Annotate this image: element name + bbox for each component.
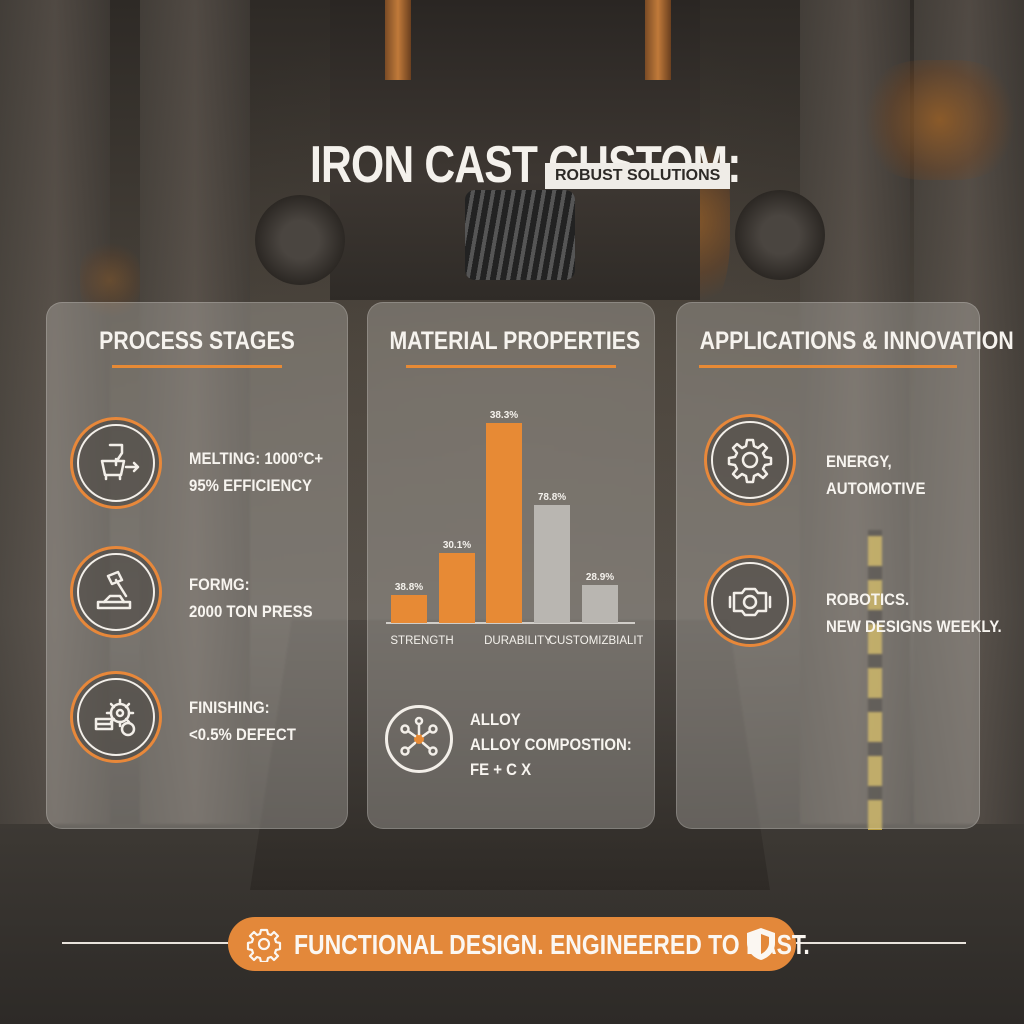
chart-category-label: STRENGTH: [390, 635, 453, 647]
alloy-line3: FE + C X: [470, 760, 532, 779]
application-energy-line1: ENERGY,: [826, 452, 892, 471]
shield-icon: [747, 928, 775, 960]
footer-divider-right: [796, 942, 966, 944]
stage-finishing-text: FINISHING: <0.5% DEFECT: [189, 694, 296, 748]
stage-finishing-line2: <0.5% DEFECT: [189, 725, 296, 744]
stage-forming-line2: 2000 TON PRESS: [189, 602, 313, 621]
engine-icon: [704, 555, 796, 647]
stage-melting-line1: MELTING: 1000°C+: [189, 449, 324, 468]
stage-finishing-line1: FINISHING:: [189, 698, 270, 717]
hammer-forge-icon: [70, 546, 162, 638]
page-subtitle: ROBUST SOLUTIONS: [545, 163, 731, 189]
chart-value-label: 38.3%: [490, 410, 518, 421]
chart-value-label: 28.9%: [586, 572, 614, 583]
alloy-line2: ALLOY COMPOSTION:: [470, 735, 632, 754]
chart-bar: [439, 553, 475, 623]
chart-bar: [534, 505, 570, 623]
grinder-gear-icon: [70, 671, 162, 763]
crucible-pour-icon: [70, 417, 162, 509]
gear-icon: [246, 928, 282, 962]
alloy-composition-text: ALLOY ALLOY COMPOSTION: FE + C X: [470, 707, 632, 782]
application-energy-line2: AUTOMOTIVE: [826, 479, 926, 498]
application-robotics-line1: ROBOTICS.: [826, 590, 910, 609]
title-underline: [406, 365, 616, 368]
chart-bar: [391, 595, 427, 623]
footer-banner: FUNCTIONAL DESIGN. ENGINEERED TO LAST.: [228, 917, 810, 971]
title-underline: [699, 365, 957, 368]
gear-icon: [704, 414, 796, 506]
chart-bar: [486, 423, 522, 623]
title-underline: [112, 365, 282, 368]
stage-melting-line2: 95% EFFICIENCY: [189, 476, 313, 495]
application-energy-text: ENERGY, AUTOMOTIVE: [826, 448, 925, 502]
footer-divider-left: [62, 942, 228, 944]
stage-forming-text: FORMG: 2000 TON PRESS: [189, 571, 313, 625]
chart-value-label: 30.1%: [443, 540, 471, 551]
material-properties-chart: 38.8% 30.1% 38.3% 78.8% 28.9% STRENGTH DURABIL…: [386, 410, 643, 647]
stage-forming-line1: FORMG:: [189, 575, 250, 594]
chart-value-label: 78.8%: [538, 492, 566, 503]
molecule-icon: [385, 705, 453, 773]
chart-category-label: CUSTOMIZBIALITY: [549, 635, 643, 647]
stage-melting-text: MELTING: 1000°C+ 95% EFFICIENCY: [189, 445, 323, 499]
application-robotics-line2: NEW DESIGNS WEEKLY.: [826, 617, 1002, 636]
chart-value-label: 38.8%: [395, 582, 423, 593]
applications-title: APPLICATIONS & INNOVATION: [699, 327, 1014, 355]
application-robotics-text: ROBOTICS. NEW DESIGNS WEEKLY.: [826, 586, 1002, 640]
material-properties-title: MATERIAL PROPERTIES: [389, 327, 641, 355]
alloy-line1: ALLOY: [470, 710, 521, 729]
chart-bar: [582, 585, 618, 623]
chart-category-label: DURABILITY: [484, 635, 552, 647]
process-stages-title: PROCESS STAGES: [99, 327, 295, 355]
footer-slogan: FUNCTIONAL DESIGN. ENGINEERED TO LAST.: [294, 929, 810, 960]
